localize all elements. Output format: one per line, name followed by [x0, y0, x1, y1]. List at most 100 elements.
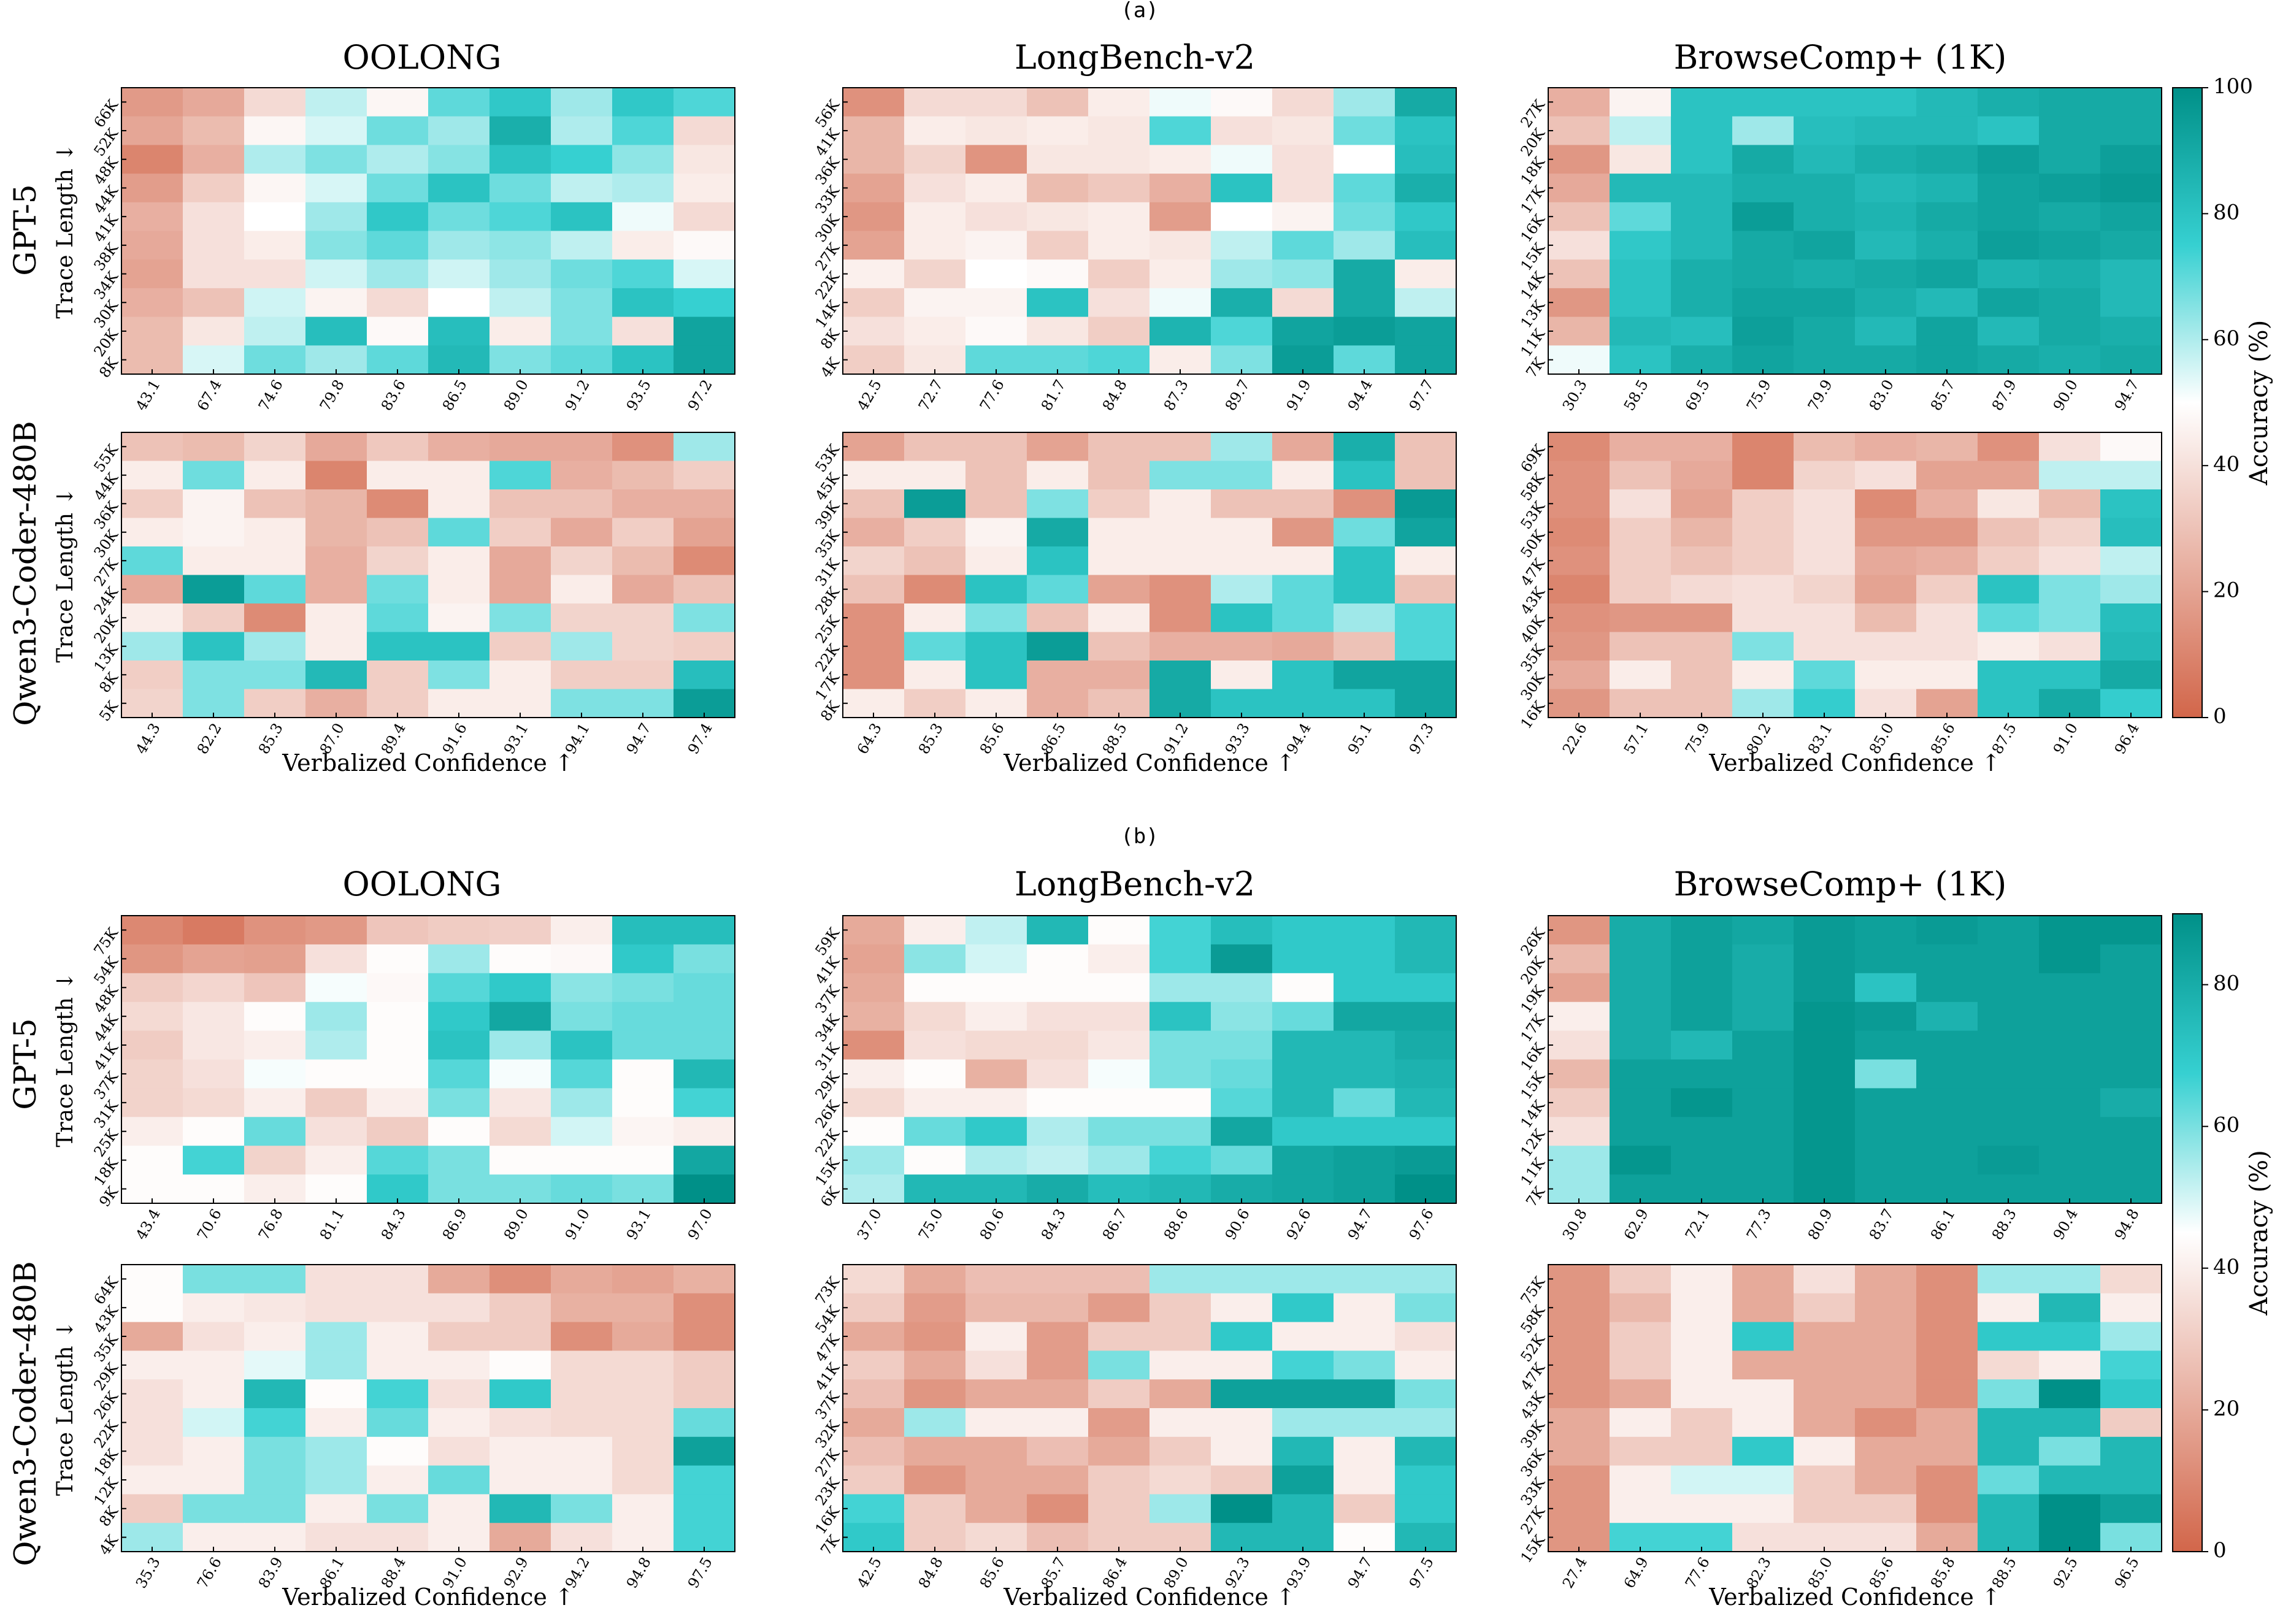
heatmap-cell: [904, 518, 966, 547]
heatmap-cell: [674, 916, 735, 945]
heatmap-cell: [1794, 916, 1856, 945]
heatmap-cell: [1671, 1494, 1733, 1523]
heatmap-cell: [1978, 1408, 2040, 1438]
y-axis-label: Trace Length ↓: [53, 143, 78, 318]
plot-frame: [1548, 1264, 2162, 1552]
heatmap-cell: [428, 116, 490, 145]
y-tick-label: 47K: [1518, 1359, 1549, 1394]
heatmap-cell: [1272, 575, 1334, 604]
heatmap-cell: [121, 461, 183, 490]
heatmap-cell: [1671, 1436, 1733, 1466]
x-tick-label: 97.5: [1406, 1554, 1437, 1591]
y-tick-label: 16K: [1518, 1039, 1549, 1074]
heatmap-cell: [1794, 145, 1856, 174]
row-label-b-gpt5: GPT-5: [7, 1018, 43, 1109]
heatmap-cell: [489, 603, 551, 633]
heatmap-cell: [1978, 1059, 2040, 1089]
heatmap-cell: [183, 1146, 245, 1175]
y-tick-label: 56K: [812, 96, 843, 131]
heatmap-cell: [904, 546, 966, 576]
heatmap-cell: [1211, 916, 1273, 945]
heatmap-cell: [489, 1322, 551, 1351]
heatmap-cell: [1732, 1408, 1794, 1438]
heatmap-cell: [1272, 432, 1334, 462]
heatmap-cell: [904, 1265, 966, 1294]
heatmap-cell: [1916, 632, 1978, 661]
heatmap-cell: [1027, 1146, 1089, 1175]
heatmap-cell: [183, 973, 245, 1003]
heatmap-cell: [843, 1465, 905, 1495]
heatmap-cell: [1732, 1002, 1794, 1032]
heatmap-cell: [428, 944, 490, 974]
heatmap-cell: [1395, 1030, 1457, 1060]
heatmap-cell: [1334, 1059, 1395, 1089]
heatmap-cell: [1671, 632, 1733, 661]
heatmap-cell: [904, 88, 966, 117]
heatmap-cell: [674, 288, 735, 318]
heatmap-cell: [551, 1059, 613, 1089]
heatmap-cell: [1334, 546, 1395, 576]
heatmap-cell: [1794, 116, 1856, 145]
heatmap-cell: [674, 1350, 735, 1380]
y-tick-label: 53K: [1518, 497, 1549, 532]
heatmap-cell: [1211, 1465, 1273, 1495]
heatmap-cell: [1671, 1088, 1733, 1117]
heatmap-cell: [674, 1465, 735, 1495]
heatmap-cell: [1978, 1350, 2040, 1380]
heatmap-cell: [1548, 1002, 1610, 1032]
heatmap-cell: [1916, 1088, 1978, 1117]
heatmap-cell: [244, 1293, 306, 1323]
heatmap-cell: [2100, 916, 2162, 945]
heatmap-cell: [305, 88, 367, 117]
x-tick-label: 91.9: [1283, 377, 1315, 413]
x-tick-label: 42.5: [854, 1554, 885, 1591]
heatmap-cell: [1272, 632, 1334, 661]
heatmap-cell: [1088, 1350, 1150, 1380]
heatmap-cell: [2039, 1059, 2101, 1089]
heatmap-cell: [674, 1030, 735, 1060]
heatmap-cell: [1395, 1059, 1457, 1089]
heatmap-cell: [1732, 916, 1794, 945]
heatmap-cell: [1610, 518, 1672, 547]
heatmap-cell: [2100, 1117, 2162, 1146]
heatmap-cell: [1395, 1088, 1457, 1117]
heatmap-cell: [121, 1494, 183, 1523]
heatmap-cell: [2039, 88, 2101, 117]
heatmap-cell: [674, 1059, 735, 1089]
heatmap-cell: [183, 1436, 245, 1466]
heatmap-cell: [1794, 973, 1856, 1003]
heatmap-cell: [1272, 202, 1334, 232]
heatmap-cell: [1395, 1322, 1457, 1351]
heatmap-cell: [904, 916, 966, 945]
heatmap-cell: [1334, 1494, 1395, 1523]
heatmap-cell: [1334, 1436, 1395, 1466]
heatmap-cell: [1088, 1494, 1150, 1523]
heatmap-cell: [1916, 259, 1978, 289]
heatmap-cell: [121, 1465, 183, 1495]
heatmap-cell: [1027, 661, 1089, 690]
y-tick-label: 39K: [812, 497, 843, 532]
heatmap-cell: [121, 1293, 183, 1323]
heatmap-cell: [367, 1002, 429, 1032]
heatmap-cell: [1916, 575, 1978, 604]
heatmap-cell: [551, 1117, 613, 1146]
y-tick-label: 30K: [91, 526, 122, 561]
heatmap-cell: [1916, 88, 1978, 117]
heatmap-cell: [2039, 1350, 2101, 1380]
heatmap-cell: [1088, 603, 1150, 633]
x-tick-label: 74.6: [255, 377, 286, 413]
heatmap-cell: [1548, 661, 1610, 690]
heatmap-cell: [1272, 1408, 1334, 1438]
heatmap-cell: [121, 174, 183, 203]
heatmap-cell: [1610, 88, 1672, 117]
heatmap-cell: [1916, 174, 1978, 203]
heatmap-cell: [1395, 174, 1457, 203]
panel-label-a: (a): [1121, 0, 1158, 23]
heatmap-cell: [1855, 944, 1917, 974]
x-tick-label: 84.3: [378, 1206, 409, 1243]
plot-frame: [1548, 87, 2162, 375]
heatmap-cell: [1150, 661, 1211, 690]
heatmap-cell: [1671, 202, 1733, 232]
